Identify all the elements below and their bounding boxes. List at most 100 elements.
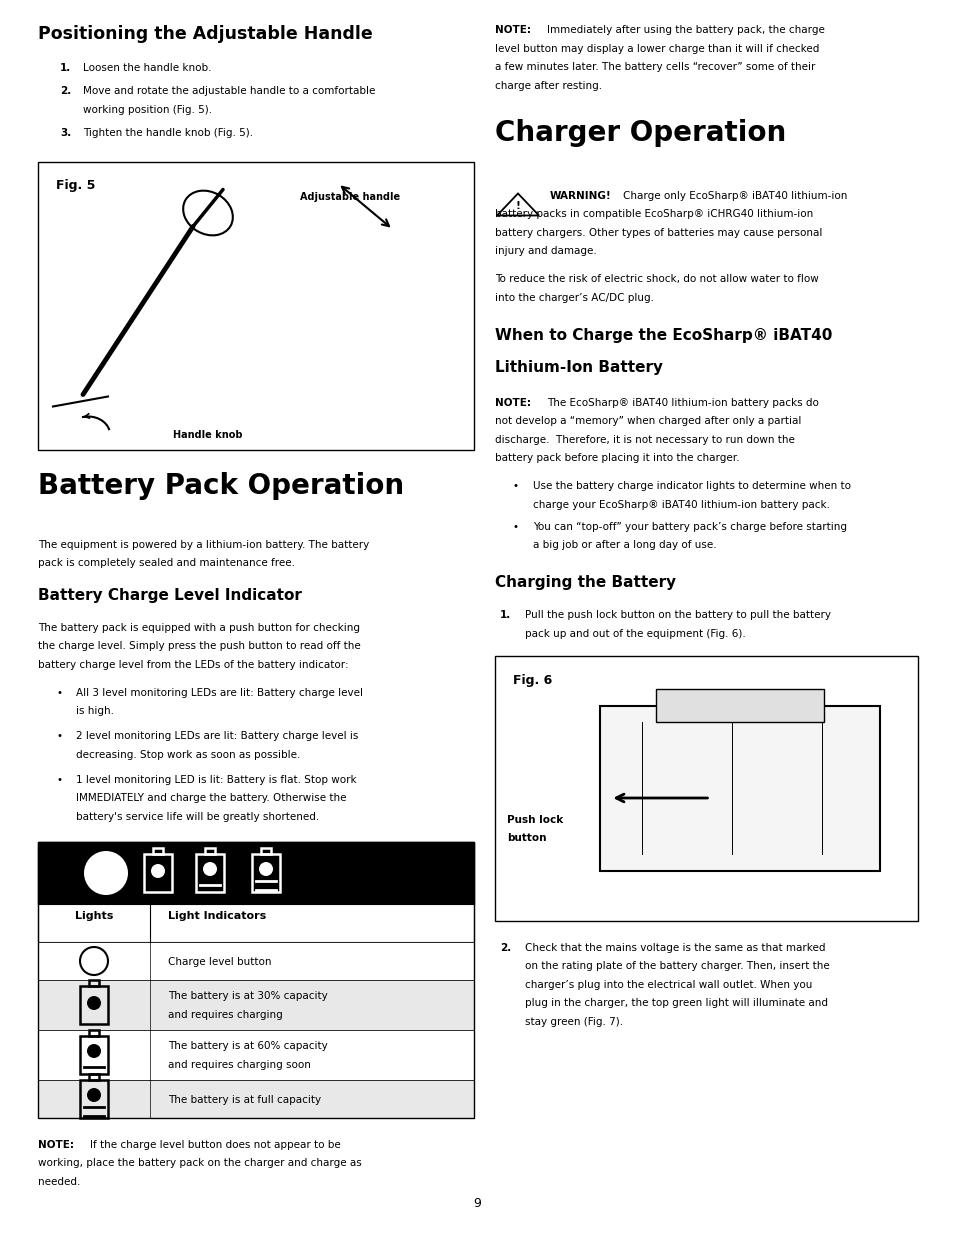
Bar	[80, 986, 108, 1024]
Text: •: •	[56, 688, 62, 698]
Text: Charger Operation: Charger Operation	[495, 119, 785, 147]
Bar	[252, 853, 280, 892]
Text: •: •	[56, 776, 62, 785]
Text: If the charge level button does not appear to be: If the charge level button does not appe…	[90, 1140, 340, 1150]
Text: NOTE:: NOTE:	[495, 398, 531, 408]
Bar	[261, 848, 271, 853]
Text: Check that the mains voltage is the same as that marked: Check that the mains voltage is the same…	[524, 942, 824, 952]
Bar	[152, 848, 163, 853]
Text: Loosen the handle knob.: Loosen the handle knob.	[83, 63, 212, 73]
Text: !: !	[515, 200, 520, 211]
Text: Use the battery charge indicator lights to determine when to: Use the battery charge indicator lights …	[533, 480, 850, 492]
Text: 2.: 2.	[499, 942, 511, 952]
Text: charge your EcoSharp® iBAT40 lithium-ion battery pack.: charge your EcoSharp® iBAT40 lithium-ion…	[533, 499, 829, 510]
Text: level button may display a lower charge than it will if checked: level button may display a lower charge …	[495, 43, 819, 53]
Text: Lithium-Ion Battery: Lithium-Ion Battery	[495, 359, 662, 374]
Text: charger’s plug into the electrical wall outlet. When you: charger’s plug into the electrical wall …	[524, 979, 812, 989]
Bar	[38, 842, 474, 1118]
Text: Light Indicators: Light Indicators	[168, 911, 266, 921]
Text: WARNING!: WARNING!	[550, 190, 611, 200]
Bar	[205, 848, 214, 853]
Circle shape	[258, 862, 273, 876]
Bar	[38, 1030, 474, 1079]
Text: battery charge level from the LEDs of the battery indicator:: battery charge level from the LEDs of th…	[38, 659, 348, 671]
Bar	[656, 689, 823, 722]
Text: You can “top-off” your battery pack’s charge before starting: You can “top-off” your battery pack’s ch…	[533, 521, 846, 531]
Text: Positioning the Adjustable Handle: Positioning the Adjustable Handle	[38, 25, 373, 43]
Text: battery's service life will be greatly shortened.: battery's service life will be greatly s…	[76, 811, 319, 823]
Text: Lights: Lights	[74, 911, 113, 921]
Text: The equipment is powered by a lithium-ion battery. The battery: The equipment is powered by a lithium-io…	[38, 540, 369, 550]
Text: a few minutes later. The battery cells “recover” some of their: a few minutes later. The battery cells “…	[495, 62, 815, 72]
Circle shape	[203, 862, 216, 876]
Bar	[80, 1036, 108, 1074]
Text: charge after resting.: charge after resting.	[495, 80, 601, 90]
Text: To reduce the risk of electric shock, do not allow water to flow: To reduce the risk of electric shock, do…	[495, 274, 818, 284]
Text: Handle knob: Handle knob	[172, 430, 242, 440]
Text: decreasing. Stop work as soon as possible.: decreasing. Stop work as soon as possibl…	[76, 750, 300, 760]
Text: 1 level monitoring LED is lit: Battery is flat. Stop work: 1 level monitoring LED is lit: Battery i…	[76, 776, 356, 785]
Text: 3.: 3.	[60, 128, 71, 138]
Text: The battery is at 60% capacity: The battery is at 60% capacity	[168, 1041, 328, 1051]
Text: is high.: is high.	[76, 706, 113, 716]
Circle shape	[87, 1044, 101, 1058]
Text: working position (Fig. 5).: working position (Fig. 5).	[83, 105, 212, 115]
Bar	[38, 942, 474, 981]
Text: Move and rotate the adjustable handle to a comfortable: Move and rotate the adjustable handle to…	[83, 86, 375, 96]
Text: Charge only EcoSharp® iBAT40 lithium-ion: Charge only EcoSharp® iBAT40 lithium-ion	[622, 190, 846, 200]
Text: The battery is at full capacity: The battery is at full capacity	[168, 1094, 321, 1105]
Text: needed.: needed.	[38, 1177, 80, 1187]
Text: Charge level button: Charge level button	[168, 957, 272, 967]
Text: NOTE:: NOTE:	[495, 25, 531, 35]
Text: Fig. 6: Fig. 6	[513, 673, 552, 687]
Text: working, place the battery pack on the charger and charge as: working, place the battery pack on the c…	[38, 1158, 361, 1168]
Text: battery pack before placing it into the charger.: battery pack before placing it into the …	[495, 453, 739, 463]
Text: stay green (Fig. 7).: stay green (Fig. 7).	[524, 1016, 622, 1026]
Circle shape	[87, 995, 101, 1010]
Bar	[89, 1074, 99, 1079]
Text: Charging the Battery: Charging the Battery	[495, 576, 676, 590]
Text: injury and damage.: injury and damage.	[495, 246, 597, 256]
Circle shape	[151, 864, 165, 878]
Text: 9: 9	[473, 1197, 480, 1210]
Text: button: button	[506, 832, 546, 844]
Text: The EcoSharp® iBAT40 lithium-ion battery packs do: The EcoSharp® iBAT40 lithium-ion battery…	[546, 398, 818, 408]
Bar	[144, 853, 172, 892]
Bar	[38, 981, 474, 1030]
Bar	[495, 656, 917, 920]
Bar	[38, 904, 474, 942]
Text: Battery Charge Level Indicator: Battery Charge Level Indicator	[38, 588, 301, 603]
Bar	[89, 981, 99, 986]
Text: Immediately after using the battery pack, the charge: Immediately after using the battery pack…	[546, 25, 824, 35]
Bar	[38, 1079, 474, 1118]
Text: a big job or after a long day of use.: a big job or after a long day of use.	[533, 540, 716, 550]
Text: Fig. 5: Fig. 5	[56, 179, 95, 193]
Text: •: •	[513, 521, 518, 531]
Text: Pull the push lock button on the battery to pull the battery: Pull the push lock button on the battery…	[524, 610, 830, 620]
Text: pack up and out of the equipment (Fig. 6).: pack up and out of the equipment (Fig. 6…	[524, 629, 745, 638]
Text: All 3 level monitoring LEDs are lit: Battery charge level: All 3 level monitoring LEDs are lit: Bat…	[76, 688, 363, 698]
Text: Push lock: Push lock	[506, 815, 562, 825]
Text: pack is completely sealed and maintenance free.: pack is completely sealed and maintenanc…	[38, 558, 294, 568]
Text: on the rating plate of the battery charger. Then, insert the: on the rating plate of the battery charg…	[524, 961, 829, 971]
Text: 1.: 1.	[499, 610, 511, 620]
Bar	[80, 1079, 108, 1118]
Text: 2.: 2.	[60, 86, 71, 96]
Text: IMMEDIATELY and charge the battery. Otherwise the: IMMEDIATELY and charge the battery. Othe…	[76, 794, 346, 804]
Text: Tighten the handle knob (Fig. 5).: Tighten the handle knob (Fig. 5).	[83, 128, 253, 138]
Bar	[38, 842, 474, 904]
Bar	[38, 162, 474, 450]
Text: The battery pack is equipped with a push button for checking: The battery pack is equipped with a push…	[38, 622, 359, 634]
Text: not develop a “memory” when charged after only a partial: not develop a “memory” when charged afte…	[495, 416, 801, 426]
Text: 1.: 1.	[60, 63, 71, 73]
Text: plug in the charger, the top green light will illuminate and: plug in the charger, the top green light…	[524, 998, 827, 1008]
Circle shape	[87, 1088, 101, 1102]
Text: Battery Pack Operation: Battery Pack Operation	[38, 472, 404, 499]
Text: 2 level monitoring LEDs are lit: Battery charge level is: 2 level monitoring LEDs are lit: Battery…	[76, 731, 358, 741]
Text: into the charger’s AC/DC plug.: into the charger’s AC/DC plug.	[495, 293, 654, 303]
Bar	[89, 1030, 99, 1036]
Text: The battery is at 30% capacity: The battery is at 30% capacity	[168, 992, 328, 1002]
Text: and requires charging: and requires charging	[168, 1010, 282, 1020]
Text: NOTE:: NOTE:	[38, 1140, 74, 1150]
Bar	[599, 705, 880, 871]
